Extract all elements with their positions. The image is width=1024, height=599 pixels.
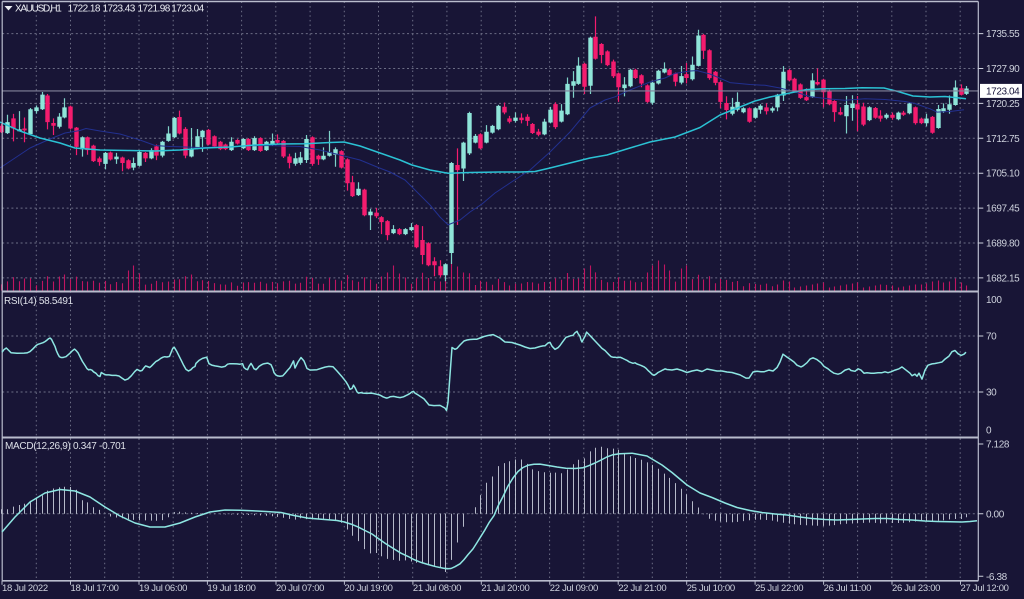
svg-text:1735.55: 1735.55 — [986, 29, 1020, 40]
svg-text:19 Jul 18:00: 19 Jul 18:00 — [207, 583, 255, 594]
svg-text:18 Jul 17:00: 18 Jul 17:00 — [71, 583, 119, 594]
svg-text:30: 30 — [986, 388, 997, 399]
svg-text:1727.90: 1727.90 — [986, 64, 1020, 75]
svg-text:1705.10: 1705.10 — [986, 169, 1020, 180]
svg-text:27 Jul 12:00: 27 Jul 12:00 — [961, 583, 1009, 594]
svg-text:25 Jul 10:00: 25 Jul 10:00 — [687, 583, 735, 594]
svg-text:1712.75: 1712.75 — [986, 134, 1020, 145]
svg-text:26 Jul 11:00: 26 Jul 11:00 — [824, 583, 871, 594]
svg-text:1722.18: 1722.18 — [68, 4, 101, 15]
svg-text:1689.80: 1689.80 — [986, 239, 1020, 250]
svg-text:RSI(14) 58.5491: RSI(14) 58.5491 — [4, 296, 74, 307]
svg-text:1697.45: 1697.45 — [986, 204, 1020, 215]
svg-text:-6.38: -6.38 — [986, 572, 1008, 583]
svg-text:0: 0 — [986, 426, 992, 437]
svg-text:XAUUSD,H1: XAUUSD,H1 — [15, 4, 62, 15]
svg-text:21 Jul 08:00: 21 Jul 08:00 — [413, 583, 461, 594]
svg-text:22 Jul 09:00: 22 Jul 09:00 — [550, 583, 598, 594]
svg-text:21 Jul 20:00: 21 Jul 20:00 — [481, 583, 529, 594]
svg-text:20 Jul 19:00: 20 Jul 19:00 — [344, 583, 392, 594]
svg-text:1682.15: 1682.15 — [986, 273, 1020, 284]
svg-text:70: 70 — [986, 332, 997, 343]
svg-text:1723.04: 1723.04 — [171, 4, 204, 15]
svg-text:20 Jul 07:00: 20 Jul 07:00 — [276, 583, 324, 594]
svg-text:18 Jul 2022: 18 Jul 2022 — [2, 583, 48, 594]
svg-text:100: 100 — [986, 295, 1002, 306]
svg-text:19 Jul 06:00: 19 Jul 06:00 — [139, 583, 187, 594]
svg-text:22 Jul 21:00: 22 Jul 21:00 — [618, 583, 666, 594]
svg-text:7.128: 7.128 — [986, 440, 1010, 451]
svg-text:1720.25: 1720.25 — [986, 99, 1020, 110]
svg-text:25 Jul 22:00: 25 Jul 22:00 — [755, 583, 803, 594]
svg-text:MACD(12,26,9) 0.347 -0.701: MACD(12,26,9) 0.347 -0.701 — [5, 441, 126, 452]
svg-text:1723.43: 1723.43 — [103, 4, 136, 15]
svg-text:1721.98: 1721.98 — [138, 4, 171, 15]
svg-text:1723.04: 1723.04 — [986, 87, 1020, 98]
svg-text:0.00: 0.00 — [986, 509, 1005, 520]
svg-text:26 Jul 23:00: 26 Jul 23:00 — [892, 583, 940, 594]
